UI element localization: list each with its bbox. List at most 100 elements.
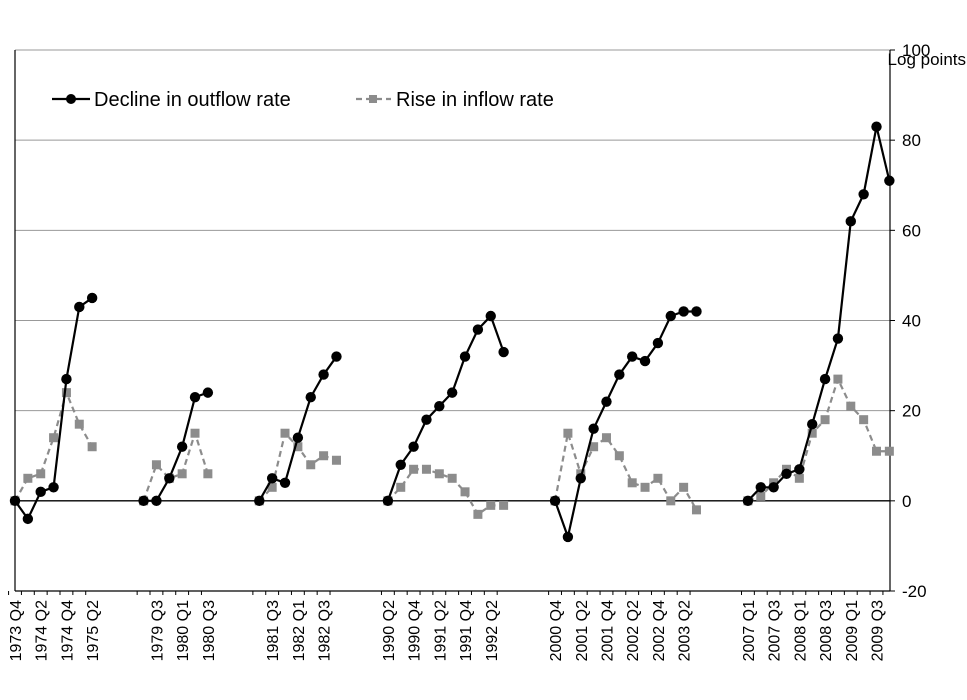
- outflow-point: [742, 495, 754, 507]
- inflow-point: [447, 473, 457, 483]
- inflow-point: [601, 433, 611, 443]
- x-tick-label: 2001 Q4: [599, 600, 616, 661]
- inflow-point: [833, 374, 843, 384]
- outflow-point: [665, 310, 676, 322]
- outflow-point: [331, 351, 342, 362]
- outflow-point: [678, 306, 689, 317]
- outflow-point: [755, 482, 766, 493]
- outflow-point: [86, 292, 98, 304]
- outflow-point: [485, 310, 496, 322]
- inflow-point: [486, 500, 496, 510]
- outflow-point: [266, 473, 278, 484]
- inflow-point: [473, 509, 483, 519]
- inflow-point: [640, 482, 650, 492]
- inflow-point: [434, 469, 444, 479]
- outflow-line: [386, 313, 505, 502]
- x-tick-label: 1991 Q4: [458, 600, 475, 661]
- outflow-point: [382, 495, 394, 507]
- x-axis-ticks: 1973 Q4 1974 Q2 1974 Q4 1975 Q2 1979 Q3 1980 …: [8, 591, 886, 661]
- outflow-point: [871, 121, 882, 132]
- inflow-line: [747, 376, 890, 502]
- plot-area: [9, 121, 895, 543]
- x-tick-label: 1982 Q3: [317, 600, 334, 661]
- outflow-point: [652, 337, 664, 349]
- x-tick-label: 2000 Q4: [548, 600, 565, 661]
- outflow-point: [189, 391, 201, 403]
- outflow-point: [434, 400, 445, 412]
- x-tick-label: 1992 Q2: [484, 600, 501, 661]
- outflow-point: [408, 441, 419, 452]
- inflow-point: [756, 491, 766, 501]
- x-tick-label: 1991 Q2: [432, 600, 449, 661]
- outflow-point: [164, 473, 175, 484]
- outflow-point: [858, 189, 869, 200]
- outflow-point: [9, 495, 21, 507]
- outflow-point: [292, 432, 304, 443]
- inflow-point: [396, 482, 406, 492]
- inflow-point: [331, 455, 341, 465]
- x-tick-label: 2007 Q3: [767, 600, 784, 661]
- outflow-point: [254, 495, 265, 507]
- inflow-point: [846, 401, 856, 411]
- outflow-line: [554, 310, 697, 541]
- y-tick-label: 20: [902, 402, 921, 421]
- x-tick-label: 1981 Q3: [265, 600, 282, 661]
- outflow-point: [549, 495, 561, 507]
- y-tick-label: 80: [902, 131, 921, 150]
- inflow-point: [871, 446, 881, 456]
- inflow-point: [679, 482, 689, 492]
- inflow-point: [49, 433, 59, 443]
- x-tick-label: 2008 Q1: [792, 600, 809, 661]
- x-tick-label: 1982 Q1: [291, 600, 308, 661]
- legend-inflow-label: Rise in inflow rate: [396, 89, 554, 111]
- inflow-point: [460, 487, 470, 497]
- outflow-point: [446, 387, 458, 398]
- x-tick-label: 1974 Q4: [59, 600, 76, 661]
- inflow-line: [553, 432, 698, 511]
- legend: Decline in outflow rate Rise in inflow r…: [52, 89, 554, 111]
- inflow-point: [499, 500, 509, 510]
- outflow-point: [421, 414, 432, 425]
- inflow-point: [563, 428, 573, 438]
- x-tick-label: 2009 Q1: [844, 600, 861, 661]
- inflow-point: [691, 505, 701, 515]
- outflow-point: [472, 324, 484, 335]
- y-tick-label: 60: [902, 221, 921, 240]
- x-tick-label: 1980 Q1: [175, 600, 192, 661]
- inflow-line: [387, 468, 504, 516]
- inflow-point: [409, 464, 419, 474]
- outflow-point: [794, 464, 805, 475]
- x-tick-label: 1990 Q2: [381, 600, 398, 661]
- x-tick-label: 2008 Q3: [818, 600, 835, 661]
- x-tick-label: 2003 Q2: [677, 600, 694, 661]
- inflow-point: [614, 451, 624, 461]
- outflow-point: [639, 355, 651, 367]
- outflow-point: [22, 513, 34, 525]
- y-tick-label: -20: [902, 582, 927, 601]
- inflow-point: [203, 469, 213, 479]
- outflow-point: [807, 418, 818, 430]
- outflow-point: [318, 369, 329, 380]
- inflow-point: [794, 473, 804, 483]
- outflow-point: [35, 486, 46, 498]
- inflow-point: [820, 415, 830, 425]
- outflow-point: [459, 351, 471, 362]
- y-tick-label: 100: [902, 41, 930, 60]
- x-tick-label: 1973 Q4: [8, 600, 25, 661]
- y-axis-ticks: -20 0 20 40 60 80 100: [890, 41, 930, 601]
- inflow-point: [627, 478, 637, 488]
- outflow-point: [562, 531, 574, 543]
- outflow-point: [781, 468, 792, 479]
- inflow-point: [74, 419, 84, 429]
- inflow-point: [87, 442, 97, 452]
- inflow-point: [23, 473, 33, 483]
- outflow-point: [48, 482, 59, 493]
- x-tick-label: 2007 Q1: [741, 600, 758, 661]
- outflow-point: [691, 306, 702, 317]
- inflow-point: [421, 464, 431, 474]
- inflow-point: [306, 460, 316, 470]
- legend-outflow-label: Decline in outflow rate: [94, 89, 291, 111]
- inflow-point: [884, 446, 894, 456]
- inflow-point: [807, 428, 817, 438]
